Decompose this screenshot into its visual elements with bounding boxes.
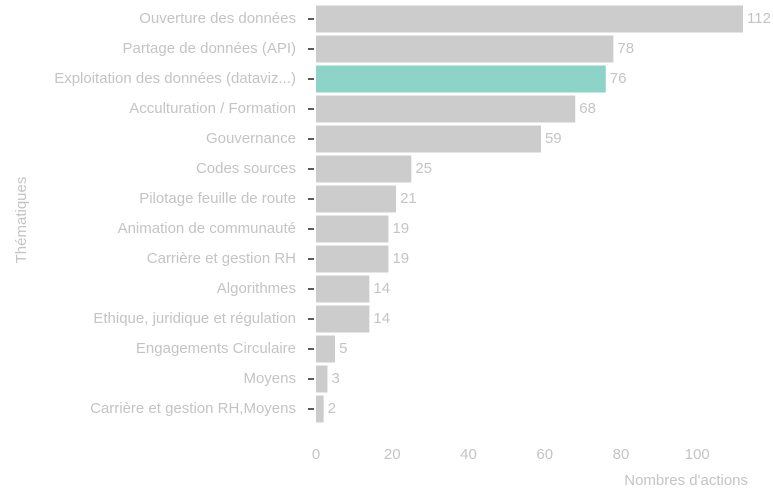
y-tick-label: Exploitation des données (dataviz...) [54, 70, 296, 87]
value-label: 3 [331, 370, 339, 387]
value-label: 2 [328, 400, 336, 417]
value-label: 19 [392, 220, 409, 237]
y-tick-label: Carrière et gestion RH [147, 250, 296, 267]
y-tick-label: Pilotage feuille de route [139, 190, 296, 207]
bar [316, 335, 336, 363]
bar [316, 245, 389, 273]
value-label: 5 [339, 340, 347, 357]
y-tick-label: Ethique, juridique et régulation [93, 310, 296, 327]
bar [316, 65, 606, 93]
bar [316, 95, 576, 123]
bar [316, 185, 397, 213]
y-tick-label: Algorithmes [217, 280, 296, 297]
y-tick-label: Carrière et gestion RH,Moyens [90, 400, 296, 417]
bar [316, 5, 743, 33]
value-label: 112 [747, 10, 771, 27]
value-label: 59 [545, 130, 562, 147]
value-label: 21 [400, 190, 417, 207]
y-tick-label: Moyens [243, 370, 296, 387]
x-tick-label: 100 [685, 446, 710, 463]
value-label: 25 [415, 160, 432, 177]
y-tick-label: Engagements Circulaire [136, 340, 296, 357]
y-tick-label: Animation de communauté [118, 220, 296, 237]
y-tick-label: Partage de données (API) [123, 40, 296, 57]
y-tick-label: Ouverture des données [139, 10, 296, 27]
bar [316, 365, 328, 393]
x-tick-label: 0 [312, 446, 320, 463]
y-tick-label: Acculturation / Formation [129, 100, 296, 117]
bar [316, 395, 324, 423]
y-tick-label: Codes sources [196, 160, 296, 177]
bar [316, 275, 370, 303]
value-label: 78 [617, 40, 634, 57]
value-label: 14 [373, 280, 390, 297]
value-label: 14 [373, 310, 390, 327]
x-axis-label: Nombres d'actions [624, 472, 748, 489]
value-label: 68 [579, 100, 596, 117]
y-tick-label: Gouvernance [206, 130, 296, 147]
y-axis-label: Thématiques [13, 177, 30, 264]
bar [316, 125, 541, 153]
bar [316, 155, 412, 183]
x-tick-label: 60 [536, 446, 553, 463]
x-tick-label: 40 [460, 446, 477, 463]
x-tick-label: 20 [384, 446, 401, 463]
value-label: 19 [392, 250, 409, 267]
value-label: 76 [610, 70, 627, 87]
x-tick-label: 80 [613, 446, 630, 463]
bar [316, 305, 370, 333]
bar [316, 215, 389, 243]
bar [316, 35, 614, 63]
